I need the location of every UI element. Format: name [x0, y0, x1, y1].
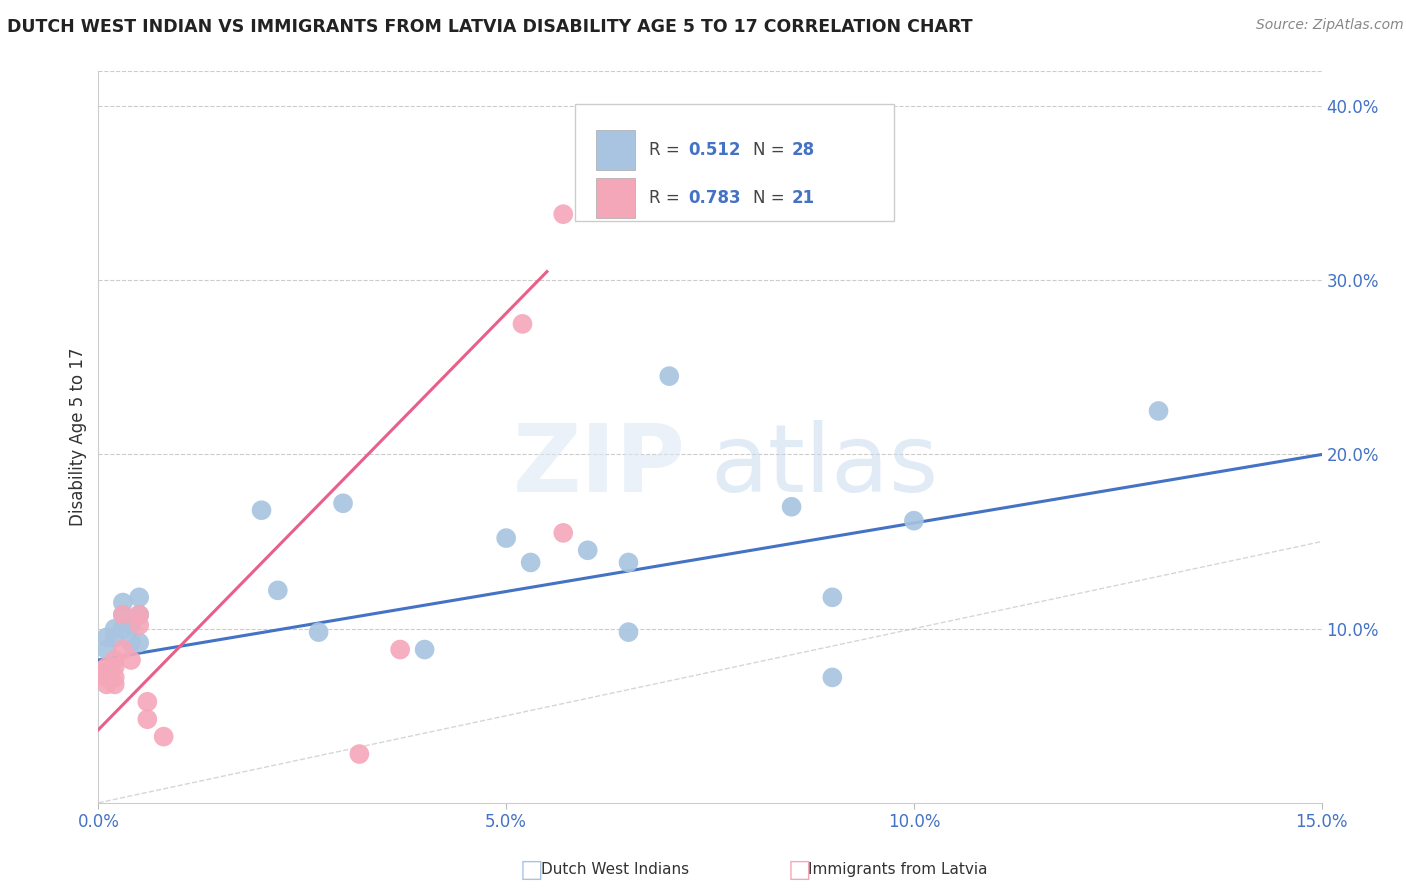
Point	[91, 665, 114, 680]
Point	[104, 631, 127, 645]
Text: ZIP: ZIP	[513, 420, 686, 512]
Text: Source: ZipAtlas.com: Source: ZipAtlas.com	[1256, 18, 1403, 32]
Point	[267, 583, 290, 598]
Point	[96, 631, 118, 645]
Text: N =: N =	[752, 189, 790, 207]
Point	[120, 653, 142, 667]
Point	[111, 607, 134, 622]
Text: □: □	[520, 858, 544, 881]
Point	[128, 591, 150, 605]
Point	[1147, 404, 1170, 418]
Point	[780, 500, 803, 514]
Y-axis label: Disability Age 5 to 17: Disability Age 5 to 17	[69, 348, 87, 526]
Point	[128, 635, 150, 649]
Point	[821, 670, 844, 684]
Text: □: □	[787, 858, 811, 881]
Text: R =: R =	[650, 189, 685, 207]
Point	[128, 607, 150, 622]
Point	[617, 625, 640, 640]
Point	[617, 556, 640, 570]
Point	[152, 730, 174, 744]
Point	[519, 556, 541, 570]
Point	[104, 622, 127, 636]
Point	[903, 514, 925, 528]
Point	[96, 670, 118, 684]
Point	[128, 607, 150, 622]
Point	[120, 618, 142, 632]
Point	[111, 622, 134, 636]
Point	[96, 642, 118, 657]
Text: N =: N =	[752, 141, 790, 159]
Text: Immigrants from Latvia: Immigrants from Latvia	[808, 863, 988, 877]
Text: 0.512: 0.512	[688, 141, 741, 159]
FancyBboxPatch shape	[575, 104, 894, 221]
Bar	[596, 129, 636, 169]
Point	[111, 595, 134, 609]
Text: 0.783: 0.783	[688, 189, 741, 207]
Point	[553, 525, 575, 540]
Point	[104, 653, 127, 667]
Text: DUTCH WEST INDIAN VS IMMIGRANTS FROM LATVIA DISABILITY AGE 5 TO 17 CORRELATION C: DUTCH WEST INDIAN VS IMMIGRANTS FROM LAT…	[7, 18, 973, 36]
Point	[96, 677, 118, 691]
Point	[128, 618, 150, 632]
Point	[576, 543, 599, 558]
Point	[349, 747, 371, 761]
Point	[250, 503, 273, 517]
Point	[495, 531, 517, 545]
Text: R =: R =	[650, 141, 685, 159]
Point	[104, 660, 127, 674]
Point	[821, 591, 844, 605]
Point	[104, 670, 127, 684]
Bar	[596, 178, 636, 218]
Point	[104, 677, 127, 691]
Point	[389, 642, 412, 657]
Text: 28: 28	[792, 141, 815, 159]
Point	[658, 369, 681, 384]
Point	[332, 496, 354, 510]
Point	[111, 642, 134, 657]
Point	[308, 625, 330, 640]
Point	[136, 712, 159, 726]
Point	[96, 660, 118, 674]
Point	[553, 207, 575, 221]
Point	[136, 695, 159, 709]
Text: 21: 21	[792, 189, 815, 207]
Text: atlas: atlas	[710, 420, 938, 512]
Text: Dutch West Indians: Dutch West Indians	[541, 863, 689, 877]
Point	[120, 635, 142, 649]
Point	[413, 642, 436, 657]
Point	[512, 317, 534, 331]
Point	[111, 607, 134, 622]
